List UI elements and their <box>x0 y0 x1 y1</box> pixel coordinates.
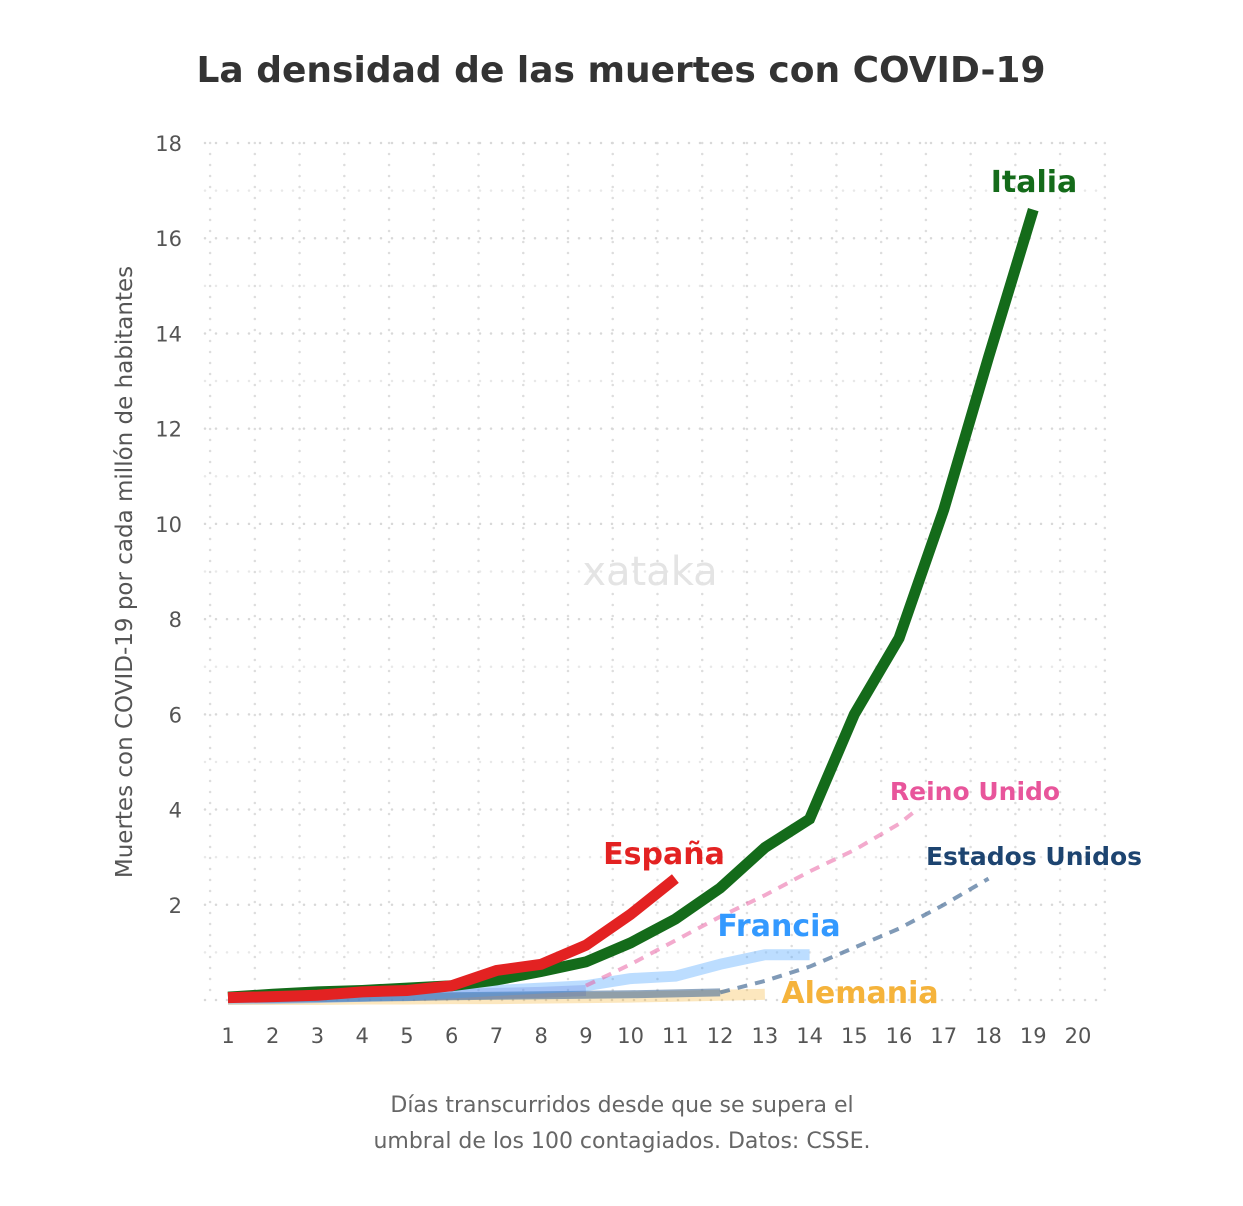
x-tick-label: 20 <box>1065 1024 1092 1048</box>
x-tick-label: 1 <box>221 1024 234 1048</box>
series-lines <box>227 208 1039 1006</box>
series-line-españa <box>227 874 679 1004</box>
y-tick-label: 16 <box>155 227 182 251</box>
y-tick-label: 18 <box>155 132 182 156</box>
x-tick-label: 18 <box>975 1024 1002 1048</box>
x-tick-label: 16 <box>886 1024 913 1048</box>
x-ticks: 1 2 3 4 5 6 7 8 9 10 11 12 13 14 15 16 17 18 19 20 <box>221 1024 1091 1048</box>
series-line-reino-unido <box>585 807 919 988</box>
x-tick-label: 5 <box>400 1024 413 1048</box>
series-label-francia: Francia <box>717 909 840 944</box>
x-tick-label: 8 <box>534 1024 547 1048</box>
y-tick-label: 10 <box>155 513 182 537</box>
y-tick-label: 8 <box>169 608 182 632</box>
series-label-estados-unidos: Estados Unidos <box>926 842 1142 871</box>
series-line-italia <box>227 208 1039 1003</box>
y-axis-label: Muertes con COVID-19 por cada millón de … <box>112 266 138 878</box>
x-tick-label: 6 <box>445 1024 458 1048</box>
y-tick-label: 12 <box>155 418 182 442</box>
x-tick-label: 11 <box>662 1024 689 1048</box>
series-label-españa: España <box>603 837 725 872</box>
x-tick-label: 4 <box>356 1024 369 1048</box>
y-ticks: 2 4 6 8 10 12 14 16 18 <box>155 132 182 918</box>
series-labels: Alemania Estados Unidos Francia Reino Unido… <box>603 165 1142 1011</box>
x-tick-label: 10 <box>617 1024 644 1048</box>
x-tick-label: 7 <box>490 1024 503 1048</box>
series-label-alemania: Alemania <box>781 976 938 1011</box>
grid <box>203 141 1107 1002</box>
x-tick-label: 14 <box>796 1024 823 1048</box>
y-tick-label: 2 <box>169 894 182 918</box>
x-tick-label: 19 <box>1020 1024 1047 1048</box>
x-axis-label-line2: umbral de los 100 contagiados. Datos: CS… <box>373 1129 870 1154</box>
x-tick-label: 12 <box>707 1024 734 1048</box>
series-label-italia: Italia <box>991 165 1078 200</box>
xataka-watermark-logo: xataka <box>582 549 717 595</box>
y-tick-label: 4 <box>169 799 182 823</box>
x-tick-label: 17 <box>930 1024 957 1048</box>
x-tick-label: 9 <box>579 1024 592 1048</box>
x-tick-label: 15 <box>841 1024 868 1048</box>
x-tick-label: 13 <box>751 1024 778 1048</box>
x-axis-label-line1: Días transcurridos desde que se supera e… <box>390 1093 853 1118</box>
x-tick-label: 3 <box>311 1024 324 1048</box>
y-tick-label: 6 <box>169 703 182 727</box>
chart-title: La densidad de las muertes con COVID-19 <box>196 50 1045 91</box>
x-tick-label: 2 <box>266 1024 279 1048</box>
series-label-reino-unido: Reino Unido <box>890 777 1060 806</box>
series-line-estados-unidos-projection <box>719 876 990 995</box>
y-tick-label: 14 <box>155 322 182 346</box>
